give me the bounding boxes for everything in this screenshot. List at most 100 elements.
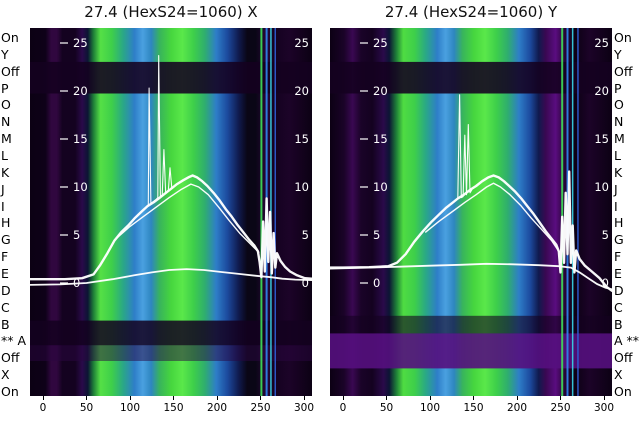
row-label: I [1,198,5,214]
plot-title-x: 27.4 (HexS24=1060) X [84,3,258,21]
row-label: A ** [614,333,640,349]
row-label: O [1,97,11,113]
row-label: On [1,383,19,399]
y-tick-label-right: 15 [294,132,309,146]
row-label: I [614,198,618,214]
y-tick-label-right: 15 [594,132,609,146]
row-label: C [614,299,623,315]
row-label: G [614,232,624,248]
x-tick-mark [560,396,561,400]
vertical-signal-line [274,28,276,396]
row-band [30,61,312,94]
row-label: M [614,130,625,146]
row-labels-right: On Y Off P O N M L K J I H G F E D C B A ** Off X On [613,0,640,440]
x-axis-right-plot: 0 50 100 150 200 250 300 [330,396,630,422]
row-label: L [614,147,621,163]
y-tick-label-right: 25 [594,36,609,50]
row-label: M [1,130,12,146]
row-label: B [614,316,623,332]
y-tick-label: 15 [373,132,388,146]
row-label: ** A [1,333,27,349]
x-tick-mark [129,396,131,400]
row-label: Y [614,46,622,62]
x-tick-mark [473,396,474,400]
row-label: D [1,282,11,298]
x-tick-label: 0 [39,402,47,414]
heatmap-canvas-x: 25 25 20 20 15 15 10 10 5 5 0 0 [30,28,312,396]
x-tick-mark [429,396,431,400]
x-tick-label: 200 [506,402,528,414]
x-tick-mark [386,396,387,400]
x-tick-mark [260,396,261,400]
y-tick-label: 25 [73,36,88,50]
vertical-signal-line [577,28,579,396]
row-label: C [1,299,10,315]
heatmap-plot-x: 25 25 20 20 15 15 10 10 5 5 0 0 [30,28,312,396]
x-tick-label: 250 [250,402,271,414]
x-tick-mark [173,396,174,400]
profile-2-curve [424,182,560,253]
row-labels-left: On Y Off P O N M L K J I H G F E D C B ** A Off X On [0,0,30,440]
row-label: Y [1,46,9,62]
row-label: P [614,80,622,96]
x-tick-label: 0 [339,402,347,414]
x-tick-mark [42,396,44,400]
baseline-curve [330,262,612,291]
row-label: F [614,248,622,264]
x-axis-left-plot: 0 50 100 150 200 250 300 [30,396,330,422]
x-tick-mark [303,396,305,400]
y-tick-label-right: 5 [302,228,309,242]
y-tick-label-right: 20 [594,84,609,98]
vertical-signal-line [571,28,574,396]
row-label: K [614,164,623,180]
y-tick-label: 20 [373,84,388,98]
x-tick-mark [516,396,518,400]
x-tick-mark [216,396,218,400]
row-label: F [1,248,9,264]
x-tick-label: 100 [119,402,141,414]
row-label: P [1,80,9,96]
y-tick-label: 0 [73,276,80,290]
y-tick-label: 5 [73,228,80,242]
row-label: On [614,383,632,399]
y-tick-label-right: 10 [294,180,309,194]
y-tick-label: 0 [373,276,380,290]
plot-title-y: 27.4 (HexS24=1060) Y [384,3,558,21]
row-label: Off [1,350,20,366]
x-tick-label: 200 [206,402,228,414]
row-label: B [1,316,10,332]
row-label: N [614,114,624,130]
x-tick-mark [342,396,344,400]
x-tick-mark [603,396,605,400]
x-tick-label: 150 [163,402,184,414]
x-tick-label: 150 [463,402,484,414]
y-tick-label-right: 0 [602,276,609,290]
x-tick-label: 50 [79,402,94,414]
x-tick-label: 100 [419,402,441,414]
y-tick-label: 5 [373,228,380,242]
row-label: G [1,232,11,248]
row-label: L [1,147,8,163]
y-tick-label: 25 [373,36,388,50]
row-label: J [1,181,5,197]
row-label: Off [614,350,633,366]
heatmap-canvas-y: 25 25 20 20 15 15 10 10 5 5 0 0 [330,28,612,396]
y-tick-label: 20 [73,84,88,98]
row-band [330,315,612,334]
row-label: K [1,164,10,180]
row-label: Off [1,63,20,79]
x-tick-mark [86,396,87,400]
row-label: H [1,215,11,231]
vertical-signal-line [260,28,263,396]
x-tick-label: 50 [379,402,394,414]
y-tick-label-right: 10 [594,180,609,194]
y-tick-label-right: 25 [294,36,309,50]
y-tick-label-right: 0 [302,276,309,290]
profile-curve [30,174,312,281]
row-band [330,61,612,94]
row-label: N [1,114,11,130]
profile-2-curve [116,183,260,254]
row-label: H [614,215,624,231]
row-band [30,320,312,346]
row-label: J [614,181,618,197]
